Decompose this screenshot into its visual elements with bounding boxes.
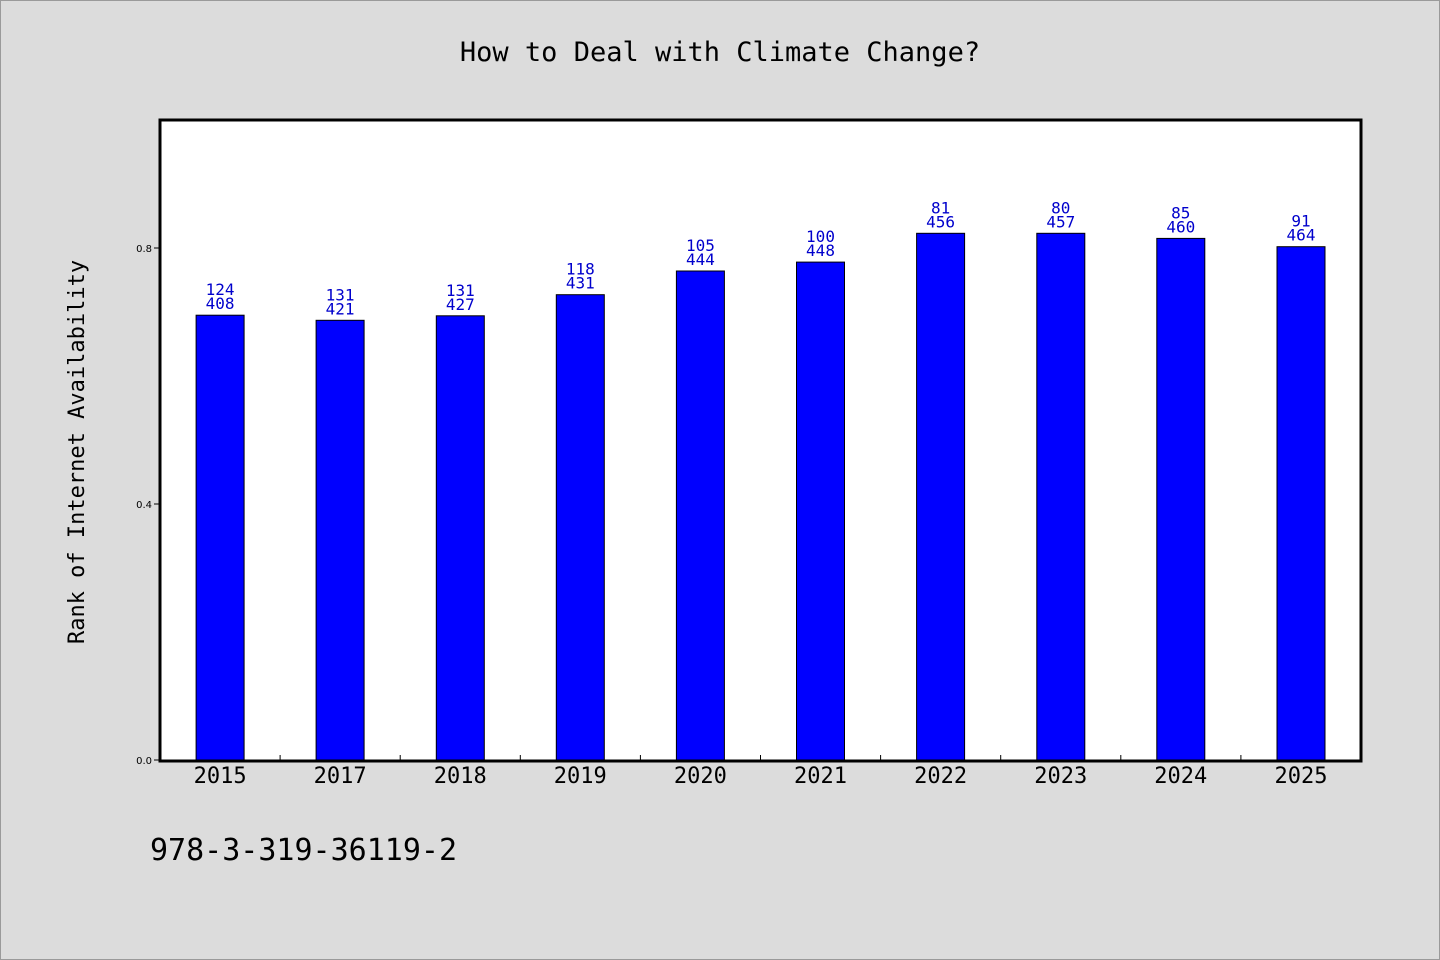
bar-2019 xyxy=(555,294,605,761)
bar-2017 xyxy=(315,319,365,761)
x-tick-label-2017: 2017 xyxy=(314,764,367,789)
y-axis-label: Rank of Internet Availability xyxy=(65,260,90,644)
bar-2023 xyxy=(1036,232,1086,761)
x-tick-label-2018: 2018 xyxy=(434,764,487,789)
bar-label-bottom-2019: 431 xyxy=(566,274,595,293)
x-tick-label-2024: 2024 xyxy=(1154,764,1207,789)
bar-label-bottom-2021: 448 xyxy=(806,241,835,260)
bar-label-bottom-2022: 456 xyxy=(926,212,955,231)
chart-title: How to Deal with Climate Change? xyxy=(460,37,980,68)
bar-label-bottom-2025: 464 xyxy=(1287,226,1316,245)
bar-2022 xyxy=(916,232,966,761)
bar-2018 xyxy=(435,315,485,761)
bar-label-bottom-2020: 444 xyxy=(686,250,715,269)
bar-label-bottom-2015: 408 xyxy=(206,294,235,313)
isbn-code: 978-3-319-36119-2 xyxy=(150,833,458,868)
bar-label-top-2024: 85 xyxy=(1171,203,1190,222)
bar-2020 xyxy=(675,270,725,761)
x-tick-label-2021: 2021 xyxy=(794,764,847,789)
bar-label-bottom-2023: 457 xyxy=(1046,212,1075,231)
bar-2025 xyxy=(1276,246,1326,761)
y-tick-label: 0.8 xyxy=(136,244,152,255)
plot-border xyxy=(158,118,1363,763)
bar-2021 xyxy=(796,261,845,761)
bar-label-top-2019: 118 xyxy=(566,260,595,279)
x-tick-label-2015: 2015 xyxy=(194,764,247,789)
x-tick-label-2023: 2023 xyxy=(1034,764,1087,789)
x-tick-label-2020: 2020 xyxy=(674,764,727,789)
y-tick-label: 0.0 xyxy=(136,756,152,767)
bar-2015 xyxy=(195,314,245,761)
bar-label-top-2015: 124 xyxy=(206,280,235,299)
y-tick-label: 0.4 xyxy=(136,500,152,511)
bar-label-top-2017: 131 xyxy=(326,285,355,304)
x-tick-label-2019: 2019 xyxy=(554,764,607,789)
bar-label-top-2023: 80 xyxy=(1051,198,1070,217)
bar-label-bottom-2018: 427 xyxy=(446,295,475,314)
bar-label-bottom-2024: 460 xyxy=(1166,217,1195,236)
bar-label-top-2021: 100 xyxy=(806,227,835,246)
x-tick-label-2022: 2022 xyxy=(914,764,967,789)
bar-label-top-2025: 91 xyxy=(1291,212,1310,231)
bar-2024 xyxy=(1156,237,1206,761)
bar-label-top-2018: 131 xyxy=(446,281,475,300)
bar-label-top-2022: 81 xyxy=(931,198,950,217)
bar-label-bottom-2017: 421 xyxy=(326,299,355,318)
bar-label-top-2020: 105 xyxy=(686,236,715,255)
x-tick-label-2025: 2025 xyxy=(1275,764,1328,789)
axes-layer: 2015 2017 2018 2019 2020 2021 2022 2023 2024 2025… xyxy=(136,244,1327,789)
